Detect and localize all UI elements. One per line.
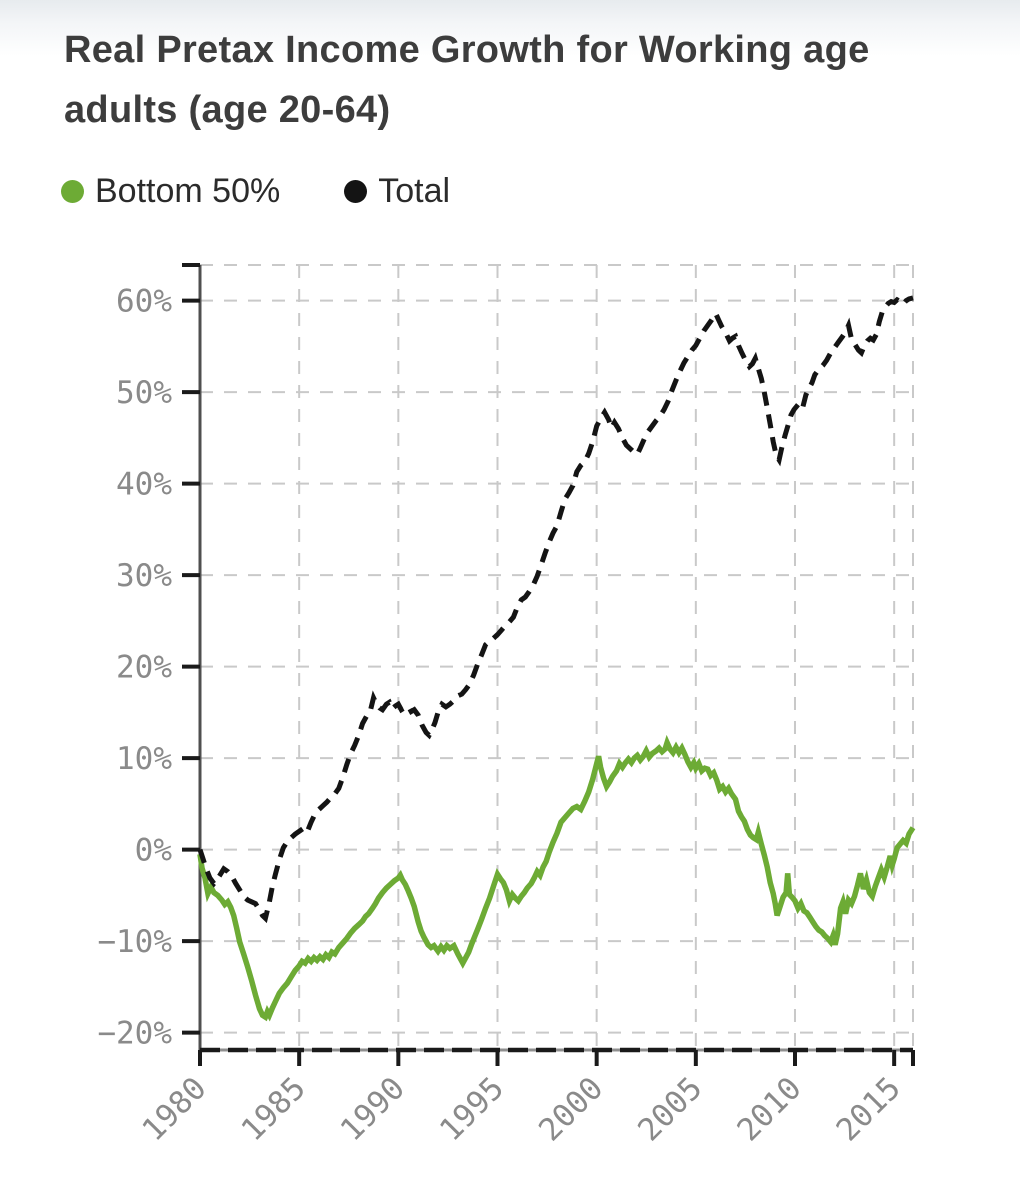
y-tick-label: 60% bbox=[116, 284, 172, 320]
x-tick-label: 1980 bbox=[135, 1070, 213, 1148]
chart-title-line2: adults (age 20-64) bbox=[64, 89, 391, 131]
y-tick-label: 30% bbox=[116, 558, 172, 594]
legend-item-total: Total bbox=[344, 172, 450, 211]
top-fade-strip bbox=[0, 0, 1020, 56]
x-tick-label: 2000 bbox=[532, 1070, 610, 1148]
x-tick-label: 1985 bbox=[235, 1070, 313, 1148]
y-tick-label: −20% bbox=[97, 1016, 172, 1052]
x-tick-label: 1990 bbox=[334, 1070, 412, 1148]
legend-label-total: Total bbox=[378, 172, 451, 210]
page-title: Real Pretax Income Growth for Working ag… bbox=[64, 20, 964, 140]
y-tick-label: 20% bbox=[116, 650, 172, 686]
y-tick-label: 40% bbox=[116, 467, 172, 503]
y-tick-label: 10% bbox=[116, 741, 172, 777]
chart-title-line1: Real Pretax Income Growth for Working ag… bbox=[64, 29, 870, 71]
y-tick-label: −10% bbox=[97, 924, 172, 960]
legend-label-bottom50: Bottom 50% bbox=[95, 172, 281, 210]
x-tick-label: 2005 bbox=[631, 1070, 709, 1148]
legend-item-bottom50: Bottom 50% bbox=[61, 172, 280, 211]
legend-dot-bottom50-icon bbox=[61, 180, 84, 203]
y-tick-label: 0% bbox=[135, 833, 173, 869]
x-tick-label: 1995 bbox=[433, 1070, 511, 1148]
y-tick-label: 50% bbox=[116, 375, 172, 411]
x-tick-label: 2015 bbox=[830, 1070, 908, 1148]
legend-dot-total-icon bbox=[344, 180, 368, 203]
series-line-total bbox=[197, 295, 914, 924]
legend: Bottom 50% Total bbox=[61, 172, 450, 211]
series-line-bottom-50- bbox=[197, 734, 916, 1022]
x-tick-label: 2010 bbox=[730, 1070, 808, 1148]
